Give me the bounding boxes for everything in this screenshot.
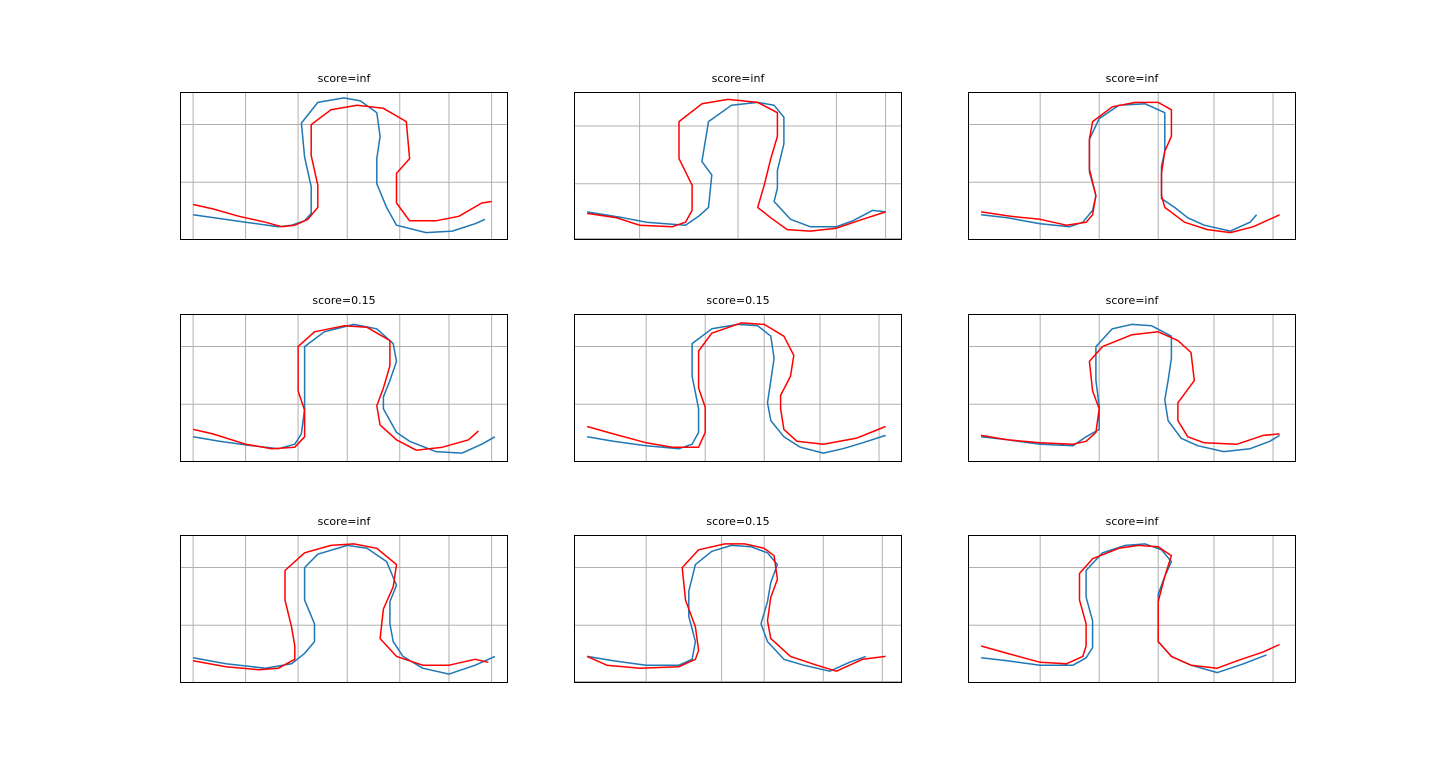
subplot-title: score=inf [317,515,371,528]
plot-area [180,314,508,462]
series-line-red [980,544,1280,669]
subplot-6: score=inf [968,294,1296,462]
subplot-title: score=inf [1105,515,1159,528]
subplot-title: score=inf [711,72,765,85]
plot-area [180,92,508,240]
axes-frame [180,535,508,683]
axes-frame [180,314,508,462]
axes-frame [574,314,902,462]
series-line-blue [586,323,886,454]
series-line-blue [981,323,1280,453]
axes-frame [968,92,1296,240]
plot-area [574,535,902,683]
subplot-title: score=0.15 [312,294,376,307]
series-line-blue [192,544,496,675]
series-line-red [586,98,886,232]
plot-area [968,92,1296,240]
series-line-blue [192,323,496,454]
subplot-title: score=inf [317,72,371,85]
subplot-1: score=inf [180,72,508,240]
axes-frame [968,314,1296,462]
subplot-8: score=0.15 [574,515,902,683]
plot-area [574,314,902,462]
subplot-5: score=0.15 [574,294,902,462]
plot-area [574,92,902,240]
subplot-title: score=0.15 [706,294,770,307]
subplot-title: score=inf [1105,72,1159,85]
series-line-blue [586,101,886,228]
plot-area [968,535,1296,683]
subplot-3: score=inf [968,72,1296,240]
subplot-7: score=inf [180,515,508,683]
series-line-red [586,543,886,672]
subplot-4: score=0.15 [180,294,508,462]
subplot-2: score=inf [574,72,902,240]
subplot-title: score=inf [1105,294,1159,307]
series-line-red [192,104,492,228]
plot-area [180,535,508,683]
series-line-red [192,543,489,671]
plot-area [968,314,1296,462]
axes-frame [968,535,1296,683]
axes-frame [574,535,902,683]
subplot-9: score=inf [968,515,1296,683]
axes-frame [574,92,902,240]
series-line-red [586,322,886,448]
axes-frame [180,92,508,240]
series-line-red [192,325,480,451]
series-line-blue [586,544,867,672]
subplot-title: score=0.15 [706,515,770,528]
series-line-blue [192,97,486,234]
series-line-red [980,101,1280,234]
series-line-red [980,331,1280,445]
series-line-blue [981,543,1267,674]
series-line-blue [981,103,1258,232]
